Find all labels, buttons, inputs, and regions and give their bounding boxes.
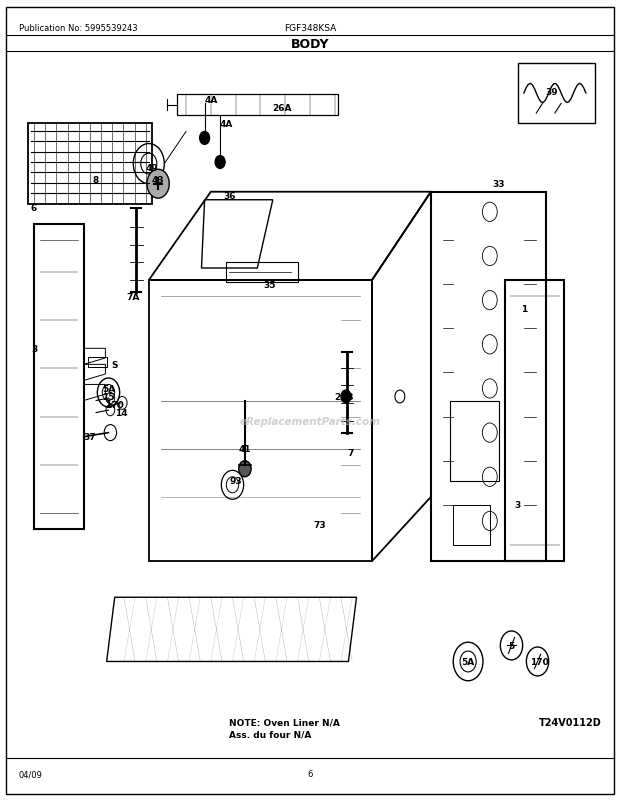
- Text: 33: 33: [493, 180, 505, 189]
- Text: eReplacementParts.com: eReplacementParts.com: [239, 416, 381, 426]
- Bar: [226, 262, 298, 282]
- Text: 15: 15: [102, 392, 115, 402]
- Text: 8: 8: [93, 176, 99, 185]
- Text: 04/09: 04/09: [19, 769, 43, 779]
- Text: 5A: 5A: [461, 657, 475, 666]
- Circle shape: [239, 461, 251, 477]
- Text: 41: 41: [239, 444, 251, 454]
- Bar: [450, 401, 499, 481]
- Text: 6: 6: [31, 204, 37, 213]
- Text: 7: 7: [347, 448, 353, 458]
- Text: 1: 1: [521, 304, 527, 314]
- Text: FGF348KSA: FGF348KSA: [284, 23, 336, 33]
- Bar: [453, 505, 490, 545]
- Text: 35: 35: [264, 280, 276, 290]
- Text: 170: 170: [530, 657, 549, 666]
- Bar: [518, 64, 595, 124]
- Text: 170: 170: [105, 400, 124, 410]
- Text: 6: 6: [308, 769, 312, 779]
- Text: 14: 14: [115, 408, 127, 418]
- Text: 4A: 4A: [219, 119, 233, 129]
- Text: BODY: BODY: [291, 38, 329, 51]
- Text: 36: 36: [223, 192, 236, 201]
- Text: 49: 49: [146, 164, 158, 173]
- Text: 73: 73: [313, 520, 326, 530]
- Text: 37: 37: [84, 432, 96, 442]
- Circle shape: [215, 156, 225, 169]
- Text: 43: 43: [152, 176, 164, 185]
- Text: 5A: 5A: [102, 384, 115, 394]
- Text: 3: 3: [515, 500, 521, 510]
- Circle shape: [200, 132, 210, 145]
- Text: 3: 3: [31, 344, 37, 354]
- Circle shape: [147, 170, 169, 199]
- Text: NOTE: Oven Liner N/A: NOTE: Oven Liner N/A: [229, 717, 340, 727]
- Text: 26A: 26A: [272, 103, 292, 113]
- Text: 5: 5: [508, 641, 515, 650]
- Text: T24V0112D: T24V0112D: [539, 717, 601, 727]
- Text: S: S: [112, 360, 118, 370]
- Text: 93: 93: [229, 476, 242, 486]
- Text: 7A: 7A: [126, 292, 140, 302]
- Text: 29B: 29B: [334, 392, 354, 402]
- Text: Ass. du four N/A: Ass. du four N/A: [229, 729, 312, 739]
- Text: 39: 39: [546, 87, 558, 97]
- Circle shape: [341, 391, 351, 403]
- Text: Publication No: 5995539243: Publication No: 5995539243: [19, 23, 137, 33]
- Text: 4A: 4A: [204, 95, 218, 105]
- Bar: [88, 358, 107, 367]
